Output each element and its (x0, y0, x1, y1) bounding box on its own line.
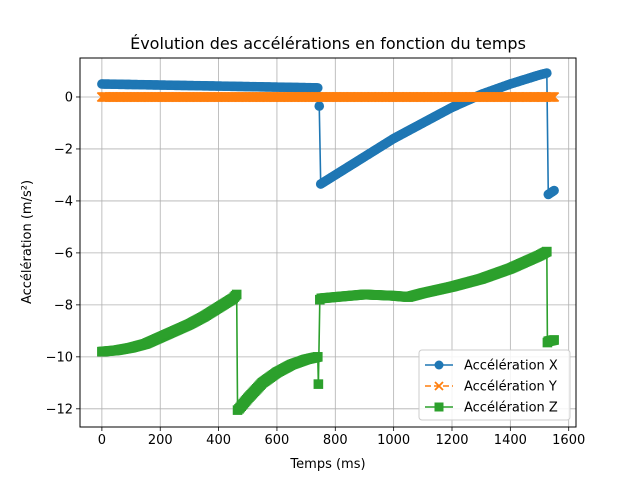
series-2 (97, 246, 559, 415)
x-axis-label: Temps (ms) (289, 457, 365, 472)
legend: Accélération X Accélération Y Accélération… (418, 349, 571, 421)
x-tick-label: 1600 (552, 433, 585, 448)
data-point (314, 101, 325, 111)
legend-entry-1: Accélération Y (425, 380, 557, 395)
legend-box (418, 349, 571, 421)
y-tick-label: −8 (54, 298, 73, 313)
legend-marker (434, 360, 444, 370)
x-tick-label: 600 (265, 433, 290, 448)
y-axis-label: Accélération (m/s²) (20, 180, 35, 304)
plot-frame (79, 57, 577, 428)
legend-label: Accélération Y (464, 380, 557, 395)
data-point (313, 379, 324, 389)
y-tick-label: −2 (54, 142, 73, 157)
data-point (548, 91, 560, 103)
legend-marker (434, 381, 444, 391)
x-tick-label: 1000 (377, 433, 410, 448)
data-point (312, 352, 323, 362)
y-tick-label: −12 (46, 402, 73, 417)
x-tick-layer: 0 200 400 600 800 1000 1200 1400 1600 (98, 427, 585, 448)
x-tick-label: 1200 (435, 433, 468, 448)
x-tick-label: 1400 (494, 433, 527, 448)
legend-entry-0: Accélération X (425, 359, 558, 374)
series-layer (96, 68, 560, 415)
x-tick-label: 0 (98, 433, 106, 448)
series-1 (96, 91, 560, 103)
y-tick-label: −6 (54, 246, 73, 261)
x-tick-label: 400 (206, 433, 231, 448)
data-point (542, 68, 552, 78)
legend-label: Accélération Z (464, 401, 558, 416)
data-point (549, 185, 559, 196)
x-tick-label: 800 (323, 433, 348, 448)
data-point (312, 83, 323, 93)
legend-label: Accélération X (464, 359, 558, 374)
legend-entries: Accélération X Accélération Y Accélération… (425, 359, 558, 416)
y-tick-layer: 0 −2 −4 −6 −8 −10 −12 (46, 90, 80, 417)
chart-title: Évolution des accélérations en fonction … (130, 34, 526, 53)
y-tick-label: −4 (54, 194, 73, 209)
data-point (542, 246, 552, 257)
series-0 (97, 68, 559, 200)
data-point (549, 335, 559, 345)
legend-entry-2: Accélération Z (425, 401, 558, 416)
data-point (231, 289, 242, 300)
x-tick-label: 200 (148, 433, 173, 448)
legend-marker (434, 402, 444, 412)
y-tick-label: −10 (46, 350, 73, 365)
y-tick-label: 0 (65, 90, 73, 105)
